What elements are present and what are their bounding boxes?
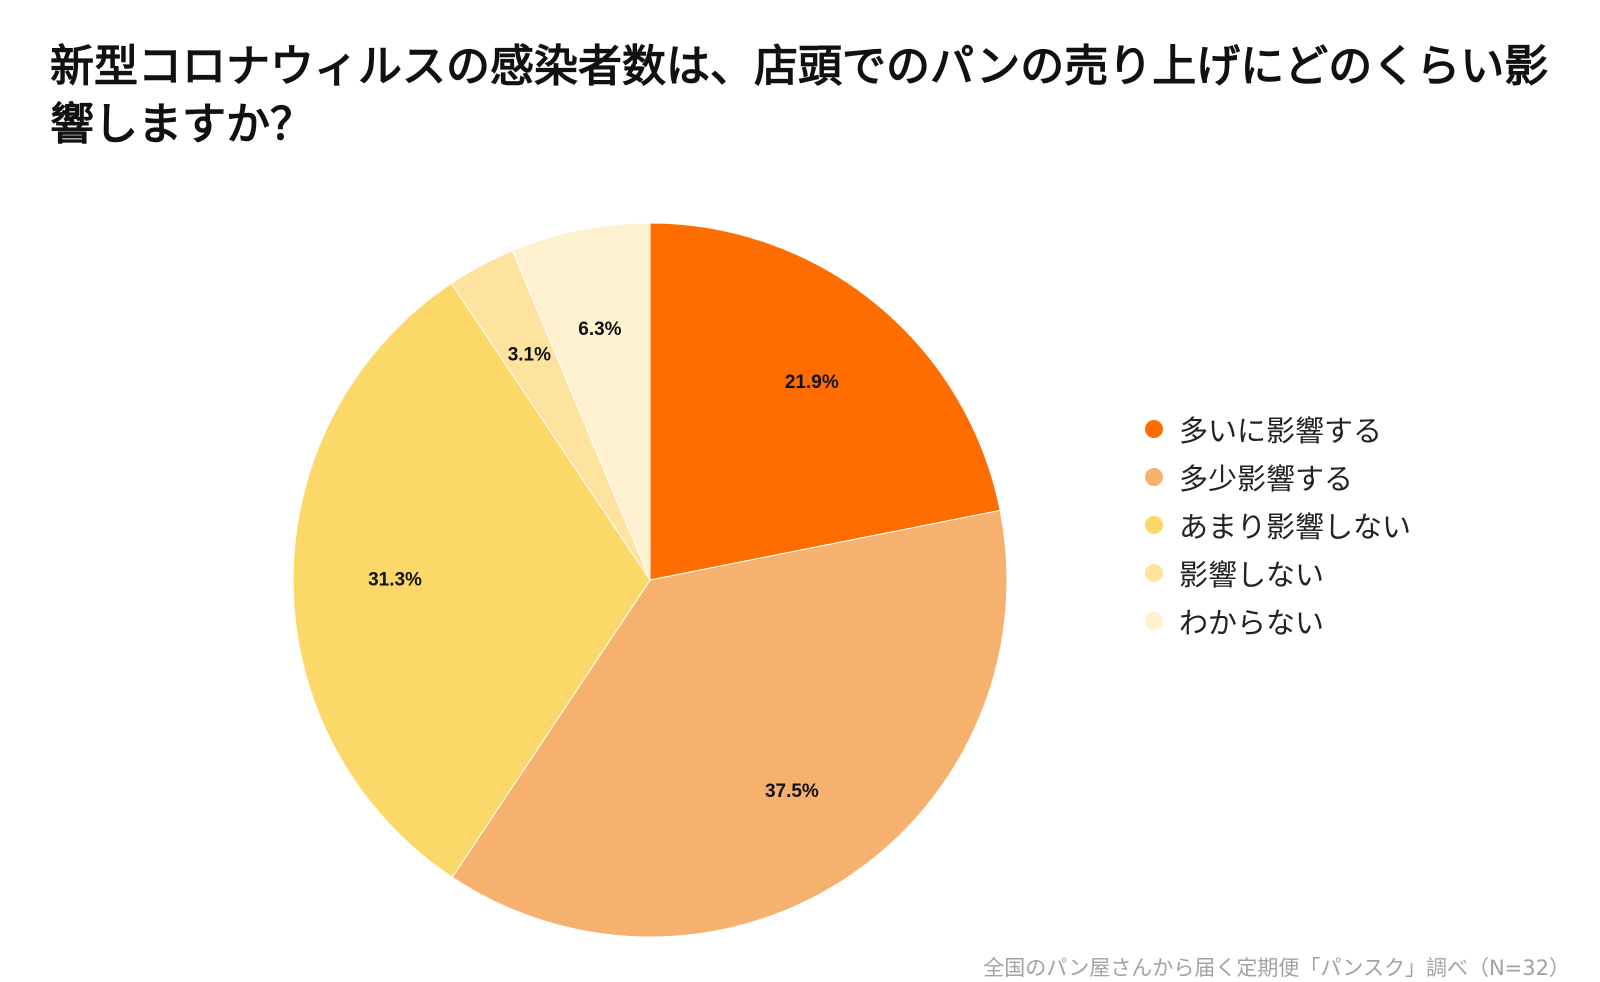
pie-slice-3 (292, 282, 651, 878)
legend-item: 多いに影響する (1145, 405, 1565, 453)
legend-item: 影響しない (1145, 549, 1565, 597)
pie-slice-1 (649, 222, 1001, 581)
legend-item: あまり影響しない (1145, 501, 1565, 549)
legend-label: 多少影響する (1179, 462, 1354, 496)
slice-value-label: 6.3% (578, 319, 621, 340)
slice-value-label: 21.9% (785, 372, 839, 393)
legend-item: 多少影響する (1145, 453, 1565, 501)
chart-title: 新型コロナウィルスの感染者数は、店頭でのパンの売り上げにどのくらい影響しますか？ (50, 41, 1549, 150)
legend-label: 多いに影響する (1179, 414, 1383, 448)
legend-swatch (1145, 564, 1163, 582)
slice-value-label: 37.5% (765, 781, 819, 802)
legend-swatch (1145, 612, 1163, 630)
pie-value-labels: 21.9% 37.5% 31.3% 3.1% 6.3% (368, 319, 839, 802)
legend-swatch (1145, 516, 1163, 534)
legend-label: 影響しない (1179, 558, 1325, 592)
legend-item: わからない (1145, 597, 1565, 645)
chart-legend: 多いに影響する 多少影響するあまり影響しない 影響しないわからない (1145, 405, 1565, 645)
source-note: 全国のパン屋さんから届く定期便「パンスク」調べ（N=32） (983, 956, 1570, 980)
legend-swatch (1145, 468, 1163, 486)
legend-swatch (1145, 420, 1163, 438)
slice-value-label: 3.1% (508, 344, 551, 365)
legend-label: わからない (1179, 606, 1325, 640)
pie-slice-5 (511, 222, 651, 581)
slice-value-label: 31.3% (368, 569, 422, 590)
pie-slices (292, 222, 1008, 938)
pie-slice-2 (451, 509, 1008, 938)
legend-label: あまり影響しない (1179, 510, 1412, 544)
